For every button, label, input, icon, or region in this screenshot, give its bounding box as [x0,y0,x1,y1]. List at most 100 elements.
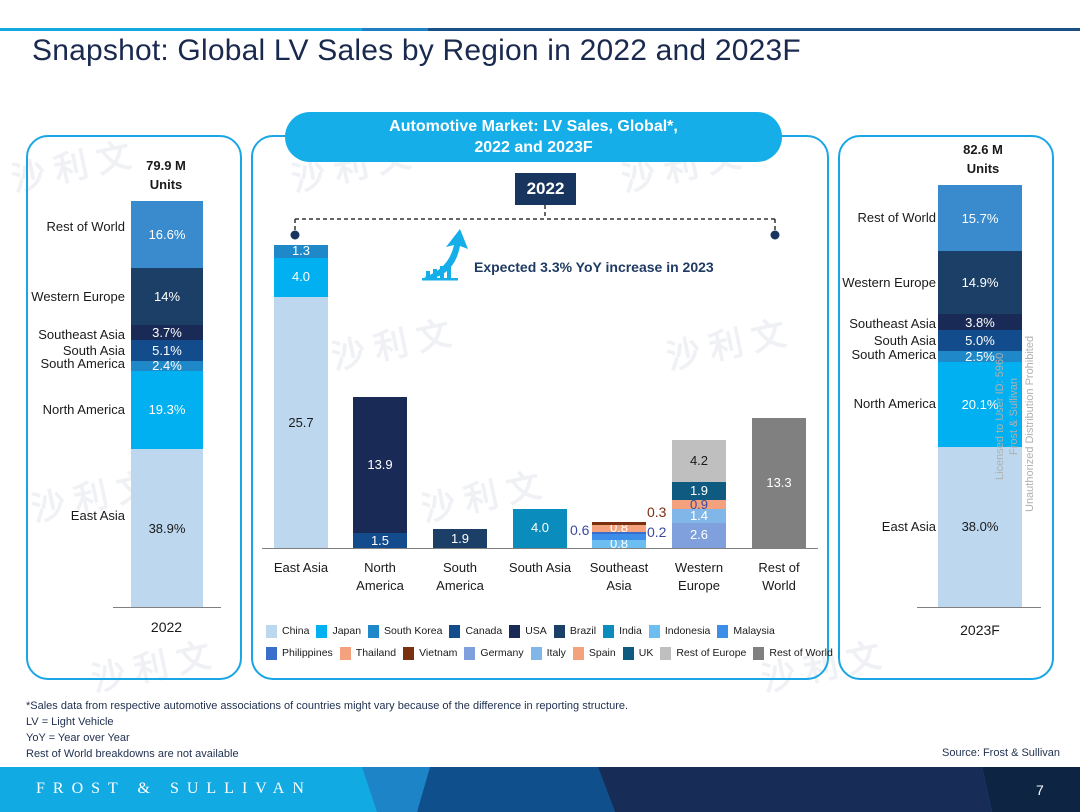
legend-item-thailand: Thailand [339,646,397,660]
bar-segment-japan [274,257,328,297]
bar-value-label: 13.9 [367,457,393,473]
share-segment-east-asia: 38.9% [131,449,203,607]
legend-item-rest-of-europe: Rest of Europe [660,646,747,660]
category-label-line: South Asia [508,560,572,575]
share-segment-south-america: 2.4% [131,359,203,372]
page-number: 7 [1036,782,1044,798]
bar-segment-germany [672,522,726,548]
legend-swatch [449,624,461,638]
bar-value-label: 2.6 [689,527,709,543]
share-segment-north-america: 19.3% [131,370,203,450]
legend-swatch [753,646,765,660]
category-label-line: America [436,578,484,593]
legend-swatch [339,646,351,660]
total-unit: Units [966,161,1000,176]
legend-item-indonesia: Indonesia [648,624,710,638]
legend-label: Rest of World [769,647,833,659]
legend-label: China [282,625,310,637]
region-label: South Asia [62,342,125,358]
share-segment-western-europe: 14% [131,268,203,326]
chart-title-banner: Automotive Market: LV Sales, Global*, 20… [285,112,782,162]
category-label-line: Asia [606,578,632,593]
legend-item-canada: Canada [449,624,502,638]
footnote: *Sales data from respective automotive a… [26,700,629,712]
legend-item-uk: UK [622,646,653,660]
footnote: LV = Light Vehicle [26,716,114,728]
category-label: East Asia [256,559,346,577]
category-label-line: World [762,578,796,593]
bar-value-label: 13.3 [766,475,792,490]
bar-value-label: 0.9 [689,496,709,512]
bar-segment-philippines [592,532,646,535]
bar-segment-usa [353,397,407,534]
footnote: YoY = Year over Year [26,732,130,744]
region-label: South Asia [873,332,936,348]
license-watermark-line3: Unauthorized Distribution Prohibited [1024,335,1036,512]
segment-value-label: 15.7% [961,210,999,226]
segment-value-label: 14.9% [961,275,999,291]
legend-item-malaysia: Malaysia [717,624,775,638]
segment-value-label: 16.6% [148,227,186,243]
growth-arrow-icon [422,229,468,281]
bar-value-label: 1.5 [370,532,390,548]
legend-swatch [530,646,542,660]
segment-value-label: 3.7% [152,325,182,341]
header-rule-dark [428,28,1080,31]
share-segment-rest-of-world: 16.6% [131,201,203,269]
x-axis-line [917,607,1041,608]
category-label-line: South [443,560,477,575]
total-label-2023f: 82.6 M Units [937,140,1029,178]
bar-value-label: 4.2 [689,453,709,468]
region-label: North America [853,396,936,412]
legend-swatch [717,624,729,638]
legend-label: Philippines [282,647,333,659]
legend-row: China Japan South Korea Canada USA Brazil Indi… [266,620,826,642]
category-label: Rest of World [734,559,824,595]
bar-segment-uk [672,481,726,501]
share-segment-southeast-asia: 3.8% [938,314,1022,331]
legend-label: Thailand [355,647,397,659]
category-label: Western Europe [654,559,744,595]
category-label: South Asia [495,559,585,577]
footer-graphic [0,767,1080,812]
legend-label: Brazil [569,625,597,637]
legend-label: Japan [332,625,362,637]
legend-label: Rest of Europe [676,647,747,659]
brand-logo: FROST & SULLIVAN [36,780,312,797]
legend-label: Germany [480,647,524,659]
bar-segment-rest-of-world [752,418,806,548]
segment-value-label: 38.0% [961,519,999,535]
segment-value-label: 5.1% [152,343,182,359]
region-label: East Asia [881,518,936,534]
legend-swatch [648,624,660,638]
yoy-annotation: Expected 3.3% YoY increase in 2023 [474,259,714,275]
legend-swatch [266,646,277,660]
category-label-line: East Asia [273,560,329,575]
share-segment-east-asia: 38.0% [938,446,1022,607]
legend-label: India [619,625,642,637]
bar-segment-rest-of-europe [672,440,726,482]
category-label-line: Southeast [589,560,649,575]
region-label: South America [851,346,936,362]
legend-swatch [622,646,634,660]
region-label: Southeast Asia [38,326,125,342]
bar-value-label: 4.0 [291,269,311,285]
region-label: Southeast Asia [849,316,936,332]
bar-value-label: 1.4 [689,507,709,523]
footnote: Rest of World breakdowns are not availab… [26,748,239,760]
bar-value-label: 1.9 [689,482,709,498]
region-label: Western Europe [31,288,125,304]
legend-swatch [316,624,328,638]
total-value: 79.9 M [146,158,186,173]
region-label: East Asia [70,508,125,524]
legend-item-italy: Italy [530,646,566,660]
region-label: North America [42,401,125,417]
bar-segment-china [274,296,328,548]
bar-value-label: 25.7 [288,414,314,430]
legend-item-vietnam: Vietnam [403,646,457,660]
license-watermark-line1: Licensed to User ID: 5960 [994,352,1006,480]
legend-swatch [603,624,615,638]
total-unit: Units [149,177,183,192]
chart-title-line1: Automotive Market: LV Sales, Global*, [389,118,678,135]
segment-value-label: 20.1% [961,396,999,412]
